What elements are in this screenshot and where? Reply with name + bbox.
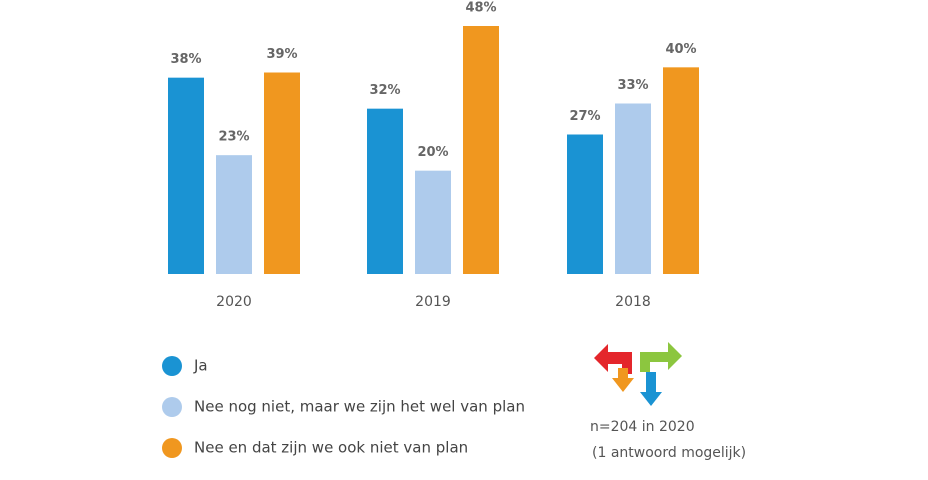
bar xyxy=(663,67,699,274)
legend-marker xyxy=(162,397,182,417)
legend-marker xyxy=(162,438,182,458)
bar xyxy=(168,77,204,275)
bar xyxy=(216,155,252,274)
value-label: 32% xyxy=(369,83,400,98)
value-label: 40% xyxy=(665,42,696,57)
bar xyxy=(367,108,403,275)
value-label: 39% xyxy=(266,47,297,62)
bar xyxy=(415,170,451,274)
value-label: 23% xyxy=(218,130,249,145)
legend-label: Nee en dat zijn we ook niet van plan xyxy=(194,439,468,457)
legend-label: Ja xyxy=(193,357,208,375)
bar xyxy=(567,134,603,274)
x-tick-label: 2020 xyxy=(216,294,252,310)
value-label: 27% xyxy=(569,109,600,124)
legend-label: Nee nog niet, maar we zijn het wel van p… xyxy=(194,398,525,416)
logo-icon xyxy=(594,342,682,406)
annotation: (1 antwoord mogelijk) xyxy=(592,445,746,461)
legend-marker xyxy=(162,356,182,376)
bar xyxy=(615,103,651,274)
value-label: 33% xyxy=(617,78,648,93)
x-tick-label: 2019 xyxy=(415,294,451,310)
value-label: 38% xyxy=(170,52,201,67)
annotation: n=204 in 2020 xyxy=(590,419,695,435)
value-label: 48% xyxy=(465,1,496,16)
x-tick-label: 2018 xyxy=(615,294,651,310)
bar xyxy=(463,26,499,274)
value-label: 20% xyxy=(417,145,448,160)
bar xyxy=(264,72,300,274)
